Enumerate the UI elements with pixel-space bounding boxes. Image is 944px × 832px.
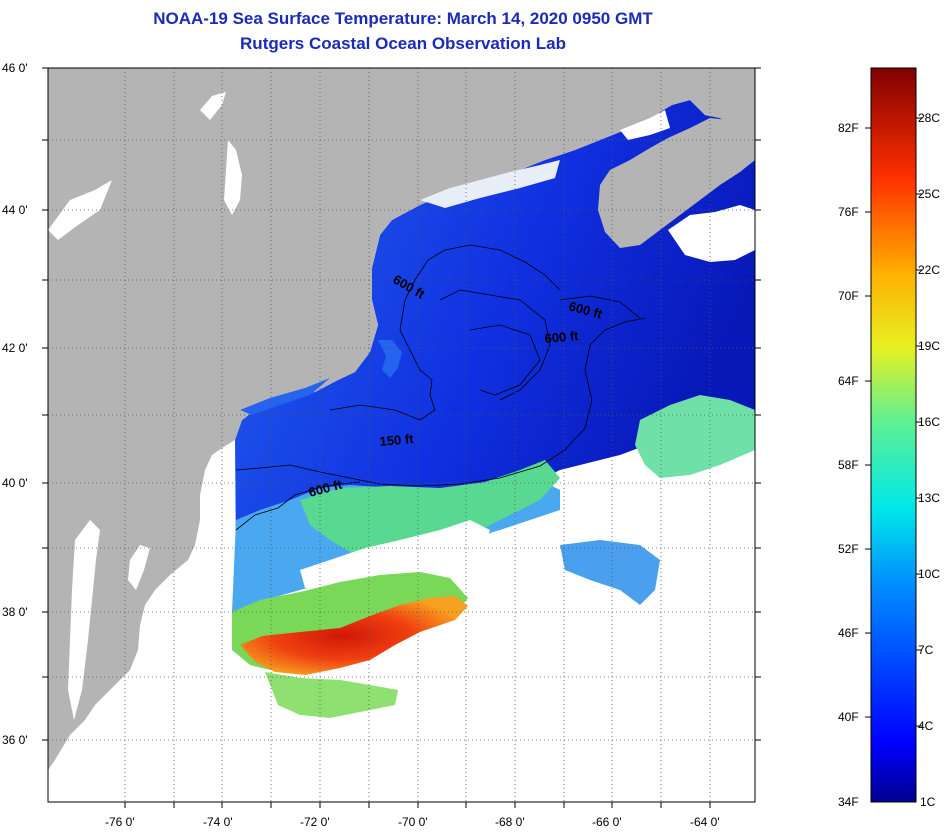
- sst-south-patches: [265, 672, 398, 718]
- lat-label: 46 0': [2, 61, 28, 75]
- map-border: [47, 67, 756, 803]
- lon-label: -76 0': [105, 815, 135, 829]
- colorbar-c-label: 10C: [918, 567, 940, 581]
- colorbar-c-label: 19C: [918, 339, 940, 353]
- colorbar-f-label: 70F: [838, 289, 859, 303]
- lat-label: 42 0': [2, 341, 28, 355]
- delaware-bay: [128, 545, 150, 590]
- sst-east-patches: [560, 540, 660, 605]
- contour-label: 600 ft: [544, 328, 580, 346]
- lon-label: -64 0': [690, 815, 720, 829]
- lat-label: 36 0': [2, 733, 28, 747]
- lon-label: -66 0': [592, 815, 622, 829]
- bathymetry-contours: [235, 244, 646, 531]
- colorbar-gradient: [870, 67, 917, 803]
- map-subtitle: Rutgers Coastal Ocean Observation Lab: [240, 34, 566, 53]
- colorbar-c-label: 4C: [918, 719, 934, 733]
- colorbar-f-label: 76F: [838, 205, 859, 219]
- lon-label: -68 0': [495, 815, 525, 829]
- chesapeake-bay: [68, 520, 100, 720]
- map-title: NOAA-19 Sea Surface Temperature: March 1…: [153, 9, 653, 28]
- lake-2: [224, 140, 242, 215]
- lat-label: 40 0': [2, 476, 28, 490]
- colorbar-f-label: 46F: [838, 626, 859, 640]
- land-mainland: [48, 68, 755, 770]
- lon-label: -72 0': [300, 815, 330, 829]
- cape-cod-water: [378, 340, 402, 378]
- colorbar-c-label: 16C: [918, 415, 940, 429]
- lon-label: -70 0': [398, 815, 428, 829]
- colorbar-c-label: 25C: [918, 187, 940, 201]
- colorbar-f-label: 40F: [838, 710, 859, 724]
- colorbar-c-label: 13C: [918, 491, 940, 505]
- axis-ticks: [42, 67, 761, 808]
- colorbar-c-label: 28C: [918, 111, 940, 125]
- colorbar-f-label: 64F: [838, 374, 859, 388]
- lake-1: [200, 92, 226, 120]
- cloud-east: [668, 205, 755, 262]
- land-nova-scotia: [598, 110, 755, 248]
- colorbar-ticks: [865, 117, 922, 727]
- long-island-sound: [240, 378, 330, 415]
- cloud-gap: [300, 520, 490, 590]
- lon-label: -74 0': [203, 815, 233, 829]
- colorbar-f-label: 58F: [838, 458, 859, 472]
- cloud-coast: [420, 160, 560, 208]
- sst-green-band: [300, 460, 560, 560]
- colorbar-c-label: 22C: [918, 263, 940, 277]
- sst-warm-east: [635, 395, 755, 478]
- sst-gulf-stream: [240, 596, 468, 675]
- colorbar-f-label: 52F: [838, 542, 859, 556]
- colorbar-c-label: 1C: [920, 795, 936, 809]
- contour-label: 150 ft: [379, 431, 415, 449]
- colorbar-c-label: 7C: [918, 643, 934, 657]
- lat-label: 44 0': [2, 203, 28, 217]
- colorbar-f-label: 34F: [838, 795, 859, 809]
- cloud-fundy: [620, 110, 670, 140]
- lat-label: 38 0': [2, 605, 28, 619]
- colorbar-f-label: 82F: [838, 121, 859, 135]
